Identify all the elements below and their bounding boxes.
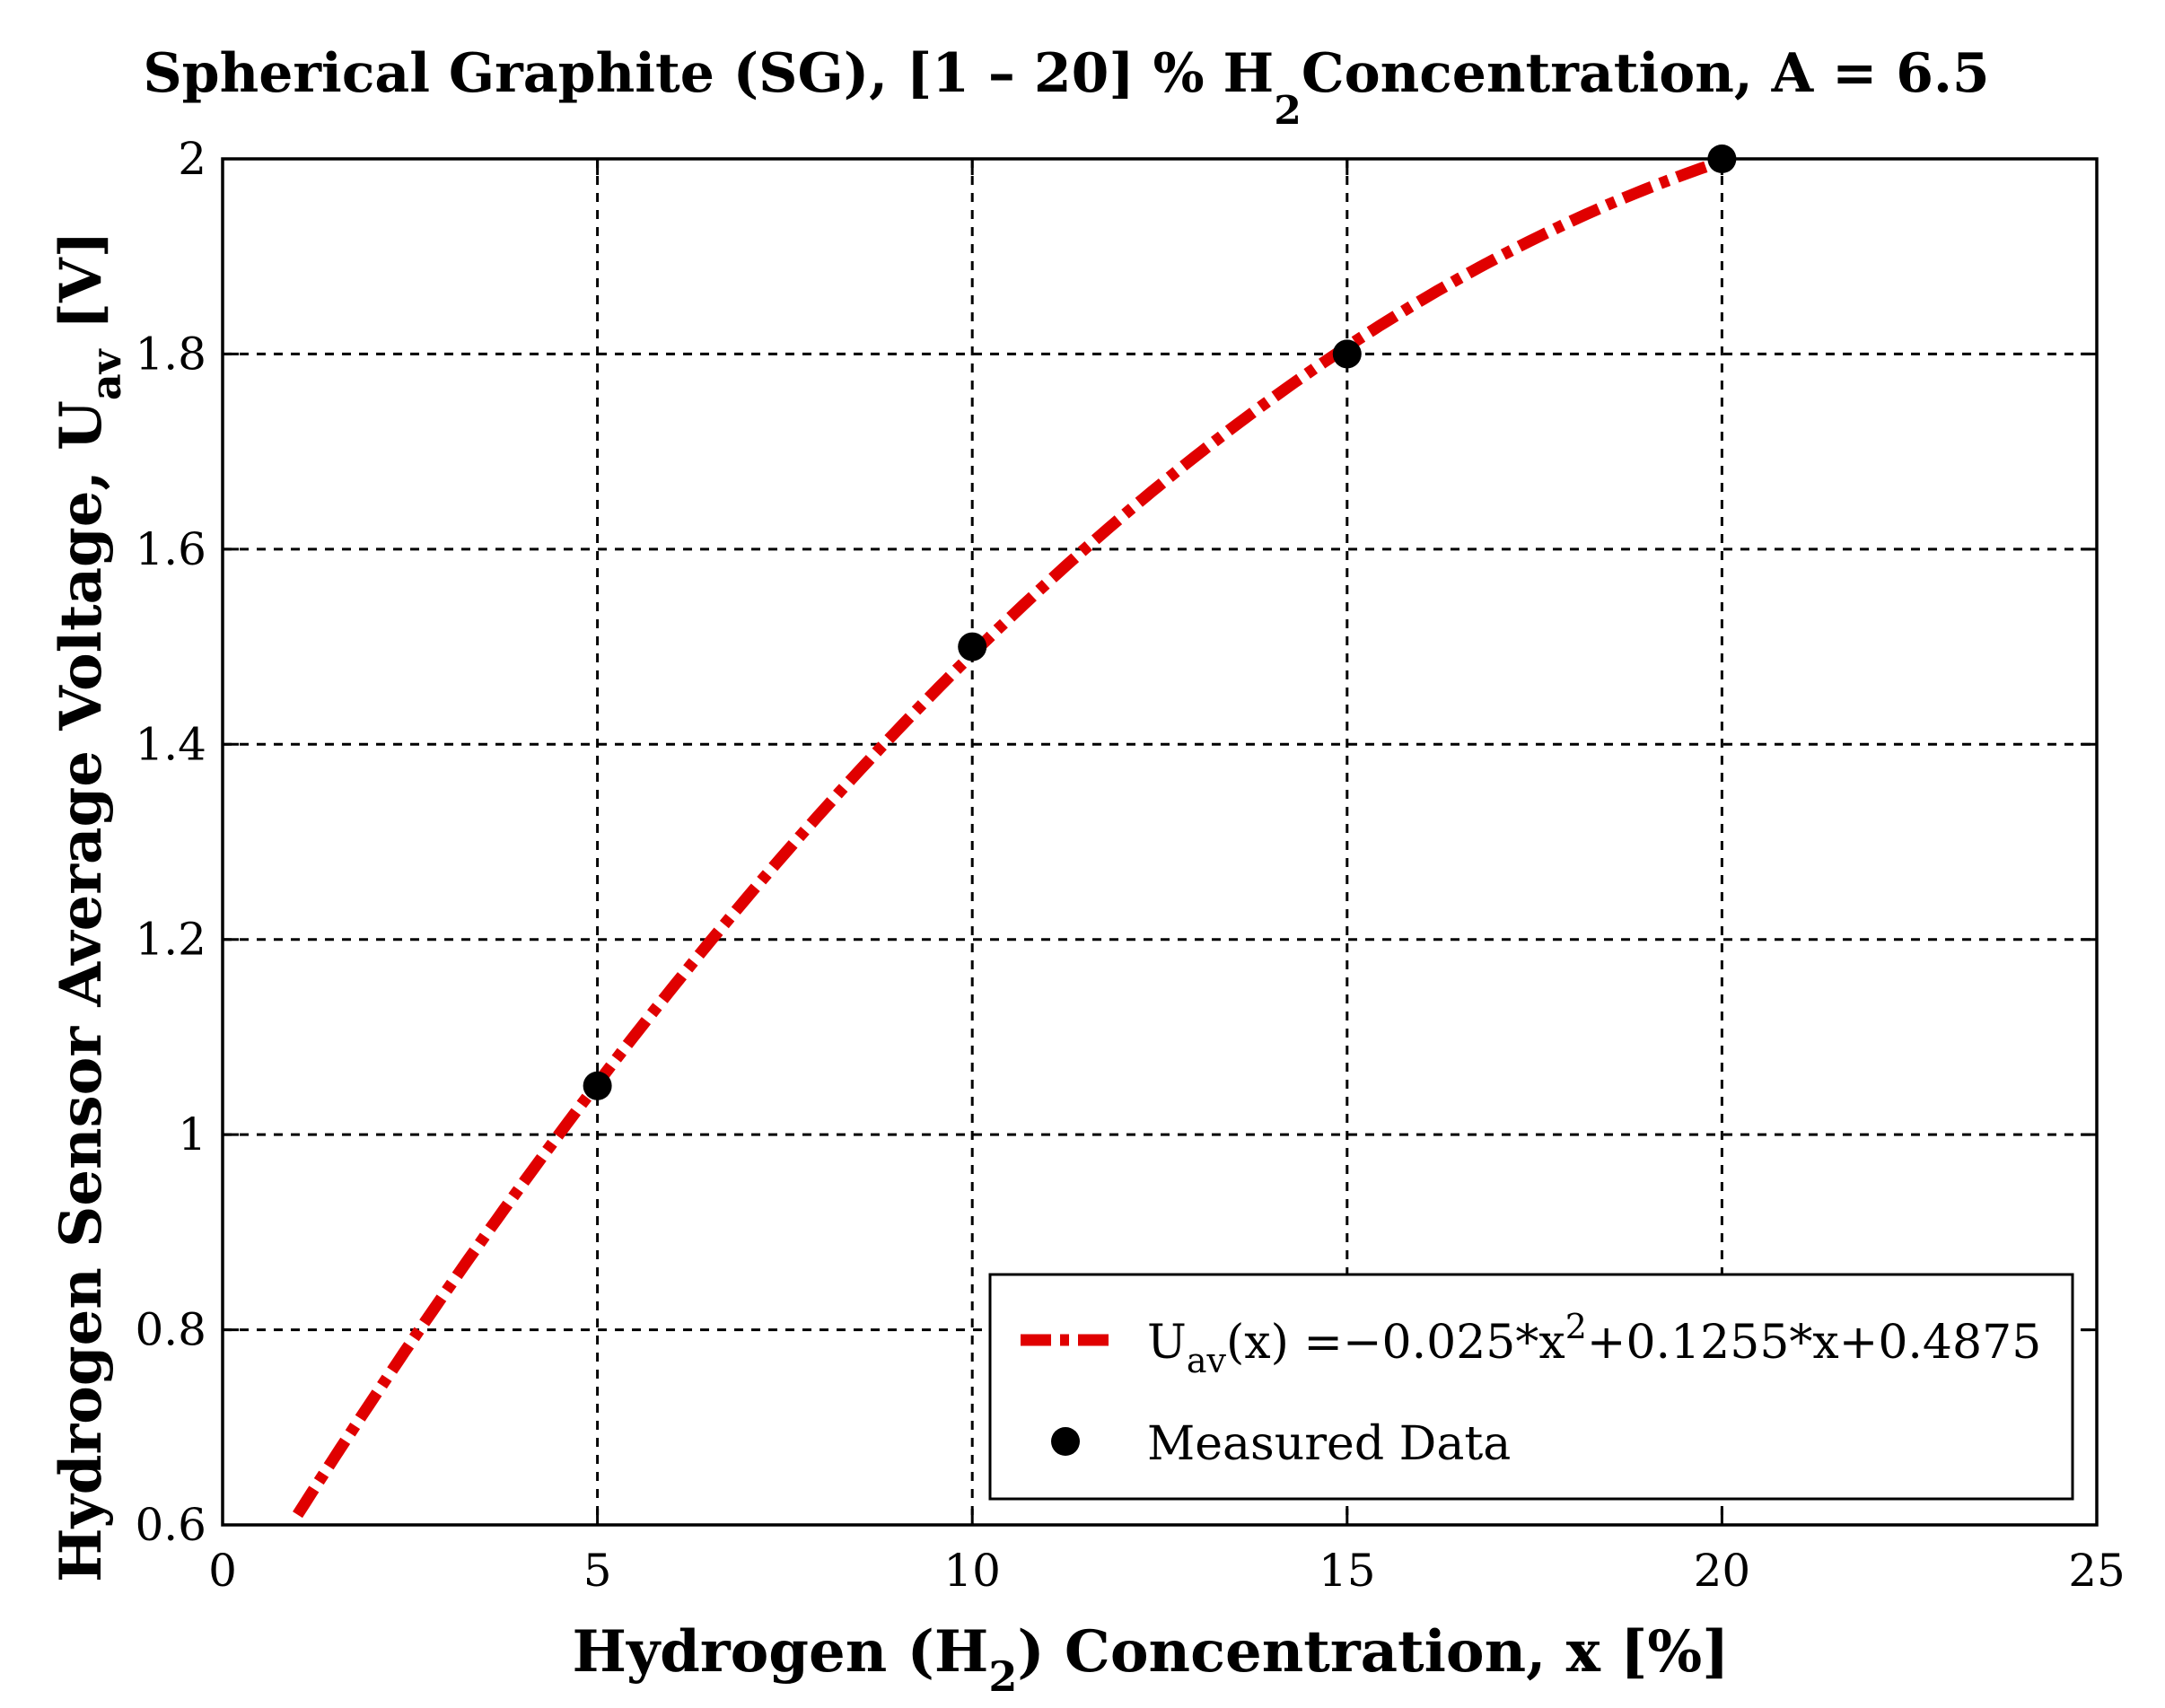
y-tick-label: 0.8 xyxy=(135,1304,206,1356)
x-tick-label: 5 xyxy=(583,1545,612,1597)
y-tick-label: 2 xyxy=(178,133,206,185)
x-tick-label: 10 xyxy=(943,1545,1001,1597)
plot-area xyxy=(221,157,2099,1527)
y-tick-label: 1.8 xyxy=(135,328,206,380)
y-tick-label: 1.2 xyxy=(135,914,206,966)
y-tick-label: 1.6 xyxy=(135,523,206,575)
x-axis-title-main: Hydrogen (H xyxy=(572,1618,988,1686)
legend-fit-end: +0.1255*x+0.4875 xyxy=(1587,1316,2041,1370)
legend-box xyxy=(988,1273,2074,1501)
measured-data-point xyxy=(583,1071,612,1100)
x-axis-title-subscript: 2 xyxy=(988,1652,1017,1701)
legend-fit-sub: av xyxy=(1187,1341,1227,1380)
chart-title-end: Concentration, A = 6.5 xyxy=(1302,42,1990,105)
legend-fit-mid: (x) =−0.025*x xyxy=(1226,1316,1565,1370)
legend-fit-u: U xyxy=(1147,1316,1187,1370)
measured-data-point xyxy=(958,632,987,661)
fit-curve-series xyxy=(293,155,1724,1519)
x-tick-label: 20 xyxy=(1694,1545,1751,1597)
y-axis-title-subscript: av xyxy=(82,348,130,400)
x-axis-title-end: ) Concentration, x [%] xyxy=(1017,1618,1729,1686)
y-tick-label: 1 xyxy=(178,1108,206,1161)
chart-title-main: Spherical Graphite (SG), [1 – 20] % H xyxy=(143,42,1274,105)
fit-curve-line xyxy=(293,155,1724,1519)
x-tick-label: 0 xyxy=(208,1545,237,1597)
chart-title: Spherical Graphite (SG), [1 – 20] % H2Co… xyxy=(143,42,1989,134)
grid xyxy=(223,159,2097,1525)
legend-marker-swatch xyxy=(1051,1427,1080,1456)
measured-data-point xyxy=(1707,145,1737,173)
x-axis-title: Hydrogen (H2) Concentration, x [%] xyxy=(572,1618,1729,1701)
legend-measured-label: Measured Data xyxy=(1147,1417,1511,1471)
y-tick-labels: 0.6 0.8 1 1.2 1.4 1.6 1.8 2 xyxy=(135,133,206,1551)
y-tick-label: 1.4 xyxy=(135,718,206,770)
y-axis-title-main: Hydrogen Sensor Average Voltage, U xyxy=(48,400,115,1582)
y-tick-label: 0.6 xyxy=(135,1499,206,1551)
chart-title-subscript: 2 xyxy=(1274,88,1302,134)
legend-fit-sup: 2 xyxy=(1565,1307,1587,1346)
x-tick-label: 25 xyxy=(2068,1545,2126,1597)
y-axis-title: Hydrogen Sensor Average Voltage, Uav [V] xyxy=(48,231,130,1582)
measured-data-series xyxy=(583,145,1737,1100)
x-tick-label: 15 xyxy=(1319,1545,1376,1597)
measured-data-point xyxy=(1332,339,1362,369)
y-axis-title-end: [V] xyxy=(48,231,115,350)
legend: Uav(x) =−0.025*x2+0.1255*x+0.4875 Measur… xyxy=(988,1273,2074,1501)
legend-fit-label: Uav(x) =−0.025*x2+0.1255*x+0.4875 xyxy=(1147,1307,2041,1380)
x-tick-labels: 0 5 10 15 20 25 xyxy=(208,1545,2126,1597)
